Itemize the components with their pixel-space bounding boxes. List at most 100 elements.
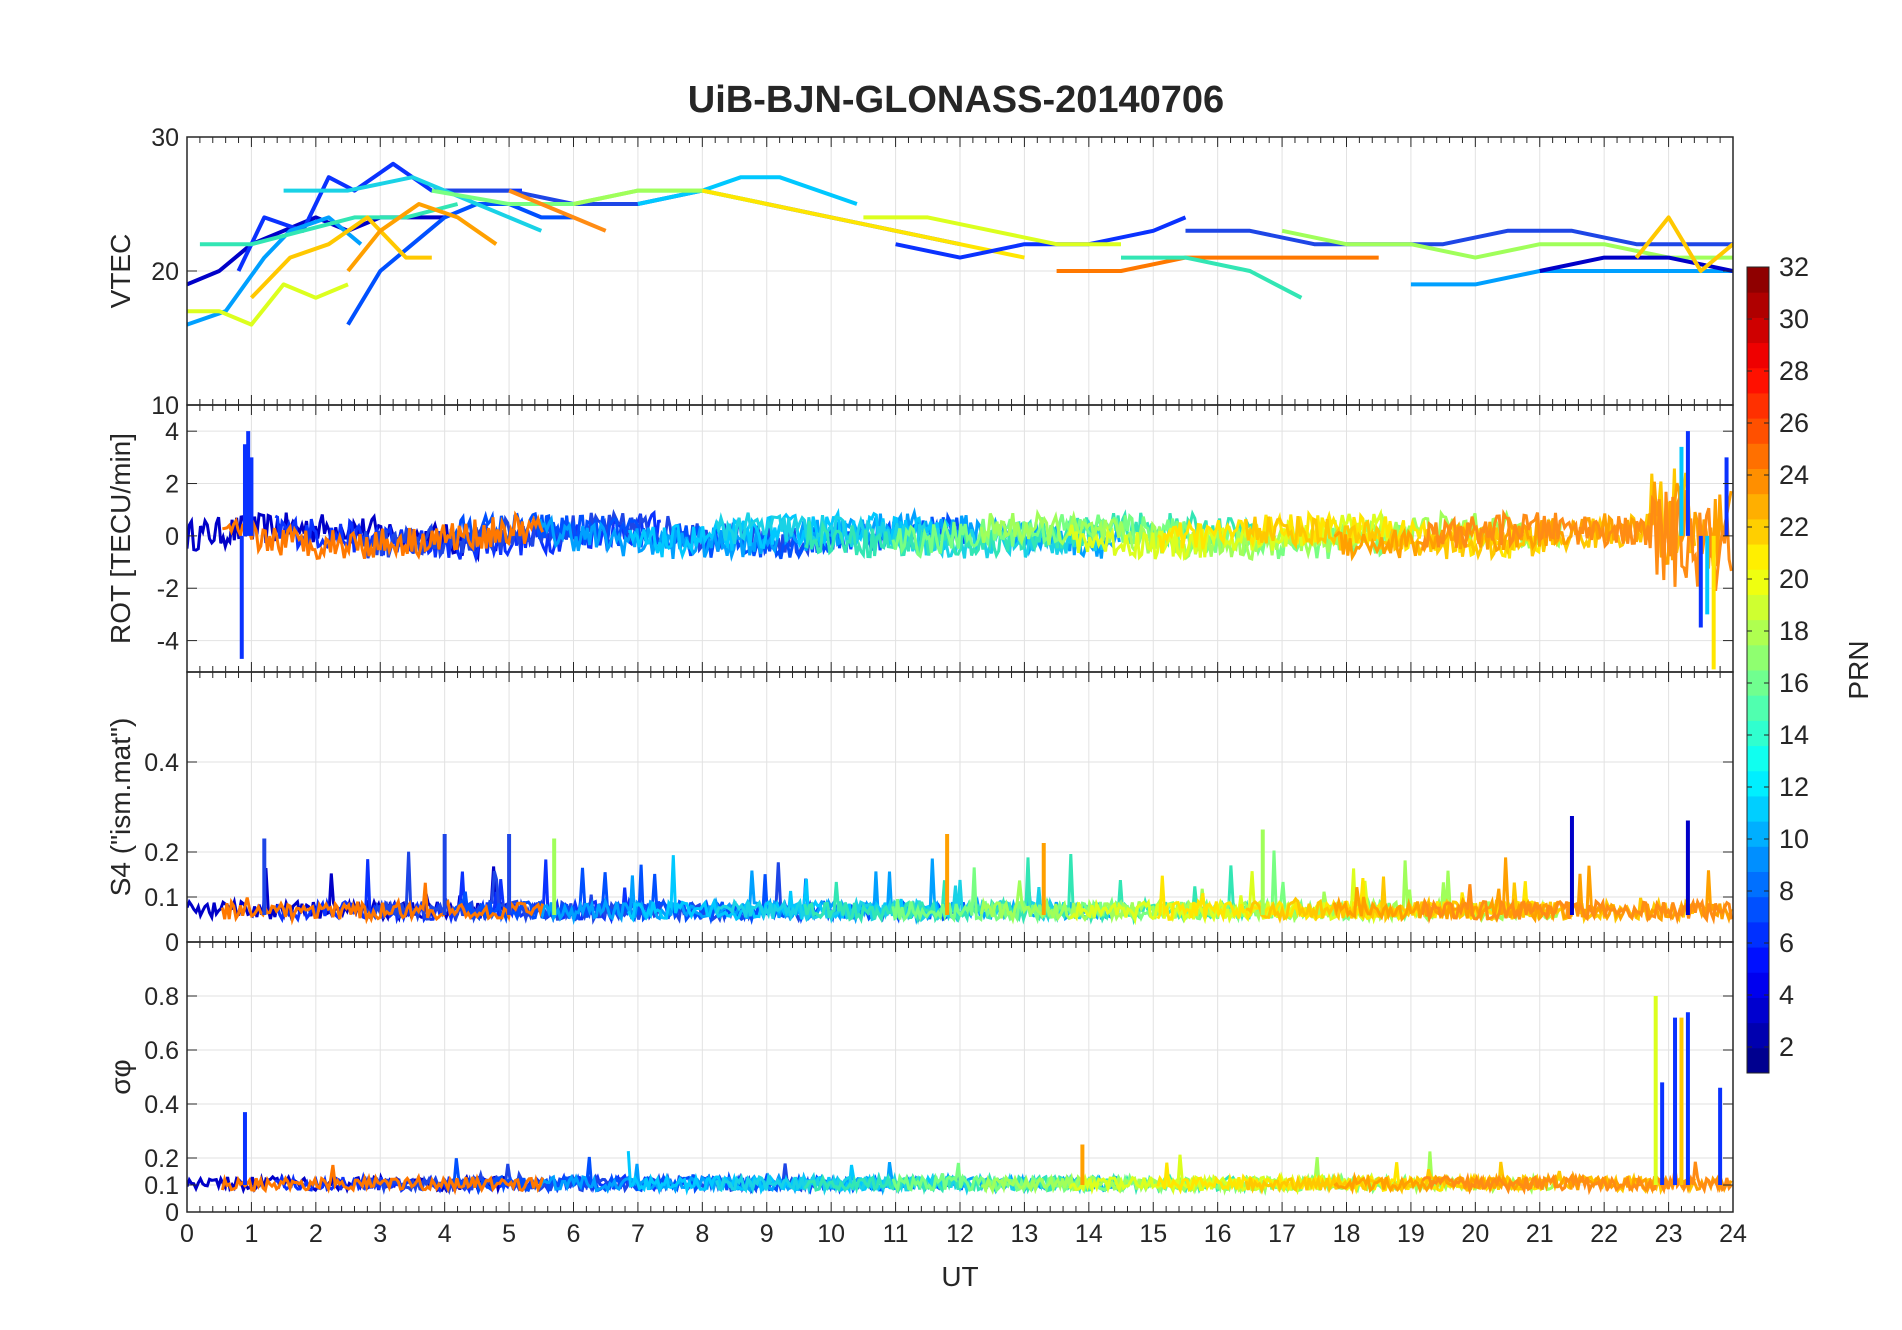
x-tick-label: 24 (1719, 1220, 1747, 1248)
plot-area (187, 816, 1733, 926)
colorbar-segment (1747, 418, 1769, 444)
colorbar-tick-label: 20 (1779, 564, 1809, 594)
x-tick-labels: 0 1 2 3 4 5 6 7 8 9 10 11 12 13 14 15 16 17 18 19 20 21 22 23 24 (180, 1220, 1747, 1248)
x-tick-label: 4 (438, 1220, 452, 1248)
y-axis-label: σφ (105, 1059, 136, 1094)
y-tick-label: 0.1 (144, 884, 179, 912)
series-line (283, 175, 543, 233)
x-tick-label: 14 (1075, 1220, 1103, 1248)
colorbar-segment (1747, 518, 1769, 545)
series-line (1421, 884, 1733, 925)
x-tick-label: 21 (1526, 1220, 1554, 1248)
x-tick-label: 22 (1590, 1220, 1618, 1248)
y-tick-label: 30 (151, 124, 179, 152)
series-line (1244, 468, 1697, 562)
x-tick-label: 3 (373, 1220, 387, 1248)
colorbar-tick-label: 22 (1779, 512, 1809, 542)
colorbar-segment (1747, 443, 1769, 469)
colorbar-tick-label: 8 (1779, 876, 1794, 906)
grid (186, 136, 1734, 406)
y-tick-label: 0.1 (144, 1172, 179, 1200)
series-line (249, 215, 432, 300)
colorbar-segment (1747, 972, 1769, 998)
series-line (1281, 228, 1733, 260)
colorbar-segment (1747, 770, 1769, 797)
colorbar-segment (1747, 745, 1769, 772)
colorbar-label: PRN (1843, 640, 1874, 699)
colorbar-segment (1747, 569, 1769, 595)
colorbar-segment (1747, 544, 1769, 570)
x-tick-label: 6 (567, 1220, 581, 1248)
colorbar-segment (1747, 997, 1769, 1024)
colorbar-segment (1747, 468, 1769, 495)
series-line (628, 507, 950, 561)
x-tick-label: 1 (244, 1220, 258, 1248)
y-axis-label: VTEC (105, 234, 136, 309)
colorbar-tick-label: 16 (1779, 668, 1809, 698)
colorbar-tick-label: 10 (1779, 824, 1809, 854)
plot-area (187, 161, 1733, 327)
series-line (508, 188, 607, 233)
colorbar-tick-label: 12 (1779, 772, 1809, 802)
panel-s4: 0 0.1 0.2 0.4 S4 ("ism.mat") (105, 671, 1734, 957)
y-tick-label: -4 (157, 628, 179, 656)
series-line (220, 882, 545, 926)
x-tick-label: 12 (946, 1220, 974, 1248)
colorbar-tick-label: 28 (1779, 356, 1809, 386)
colorbar-segment (1747, 846, 1769, 872)
y-tick-label: 0.4 (144, 1091, 179, 1119)
colorbar-tick-label: 24 (1779, 460, 1809, 490)
series-line (1539, 255, 1733, 273)
colorbar-tick-label: 14 (1779, 720, 1809, 750)
colorbar-segment (1747, 896, 1769, 923)
colorbar-frame (1746, 266, 1770, 1074)
y-tick-label: 0 (165, 523, 179, 551)
y-tick-label: 0.2 (144, 839, 179, 867)
x-tick-label: 0 (180, 1220, 194, 1248)
colorbar-tick-label: 6 (1779, 928, 1794, 958)
plot-area (187, 431, 1733, 670)
series-line (701, 188, 1025, 260)
colorbar-segment (1747, 644, 1769, 671)
series-line (1121, 255, 1303, 300)
series-line (199, 202, 459, 247)
colorbar-segment (1747, 1047, 1769, 1074)
colorbar-segment (1747, 367, 1769, 394)
y-tick-label: -2 (157, 575, 179, 603)
y-tick-label: 4 (165, 418, 179, 446)
x-tick-label: 19 (1397, 1220, 1425, 1248)
colorbar-segment (1747, 267, 1769, 293)
panel-vtec: 10 20 30 VTEC (105, 124, 1734, 420)
x-tick-label: 2 (309, 1220, 323, 1248)
series-line (346, 202, 574, 326)
x-tick-label: 18 (1333, 1220, 1361, 1248)
x-tick-label: 9 (760, 1220, 774, 1248)
x-axis-label: UT (941, 1261, 978, 1292)
series-line (1185, 228, 1733, 247)
y-tick-label: 2 (165, 471, 179, 499)
x-tick-label: 16 (1204, 1220, 1232, 1248)
series-line (1056, 255, 1379, 273)
y-tick-label: 0.2 (144, 1145, 179, 1173)
colorbar-segment (1747, 795, 1769, 822)
x-tick-label: 5 (502, 1220, 516, 1248)
series-line (1410, 269, 1733, 287)
colorbar-tick-label: 30 (1779, 304, 1809, 334)
colorbar-segment (1747, 292, 1769, 318)
colorbar-segment (1747, 821, 1769, 847)
colorbar-segment (1747, 921, 1769, 948)
plot-area (187, 996, 1733, 1196)
y-axis-label: S4 ("ism.mat") (105, 718, 136, 897)
y-tick-label: 10 (151, 392, 179, 420)
colorbar-tick-label: 2 (1779, 1032, 1794, 1062)
x-tick-label: 17 (1268, 1220, 1296, 1248)
colorbar-segment (1747, 392, 1769, 419)
y-tick-label: 20 (151, 258, 179, 286)
colorbar-segment (1747, 695, 1769, 721)
colorbar-tick-label: 32 (1779, 252, 1809, 282)
series-line (187, 282, 349, 327)
colorbar-segment (1747, 619, 1769, 646)
colorbar-segment (1747, 317, 1769, 344)
